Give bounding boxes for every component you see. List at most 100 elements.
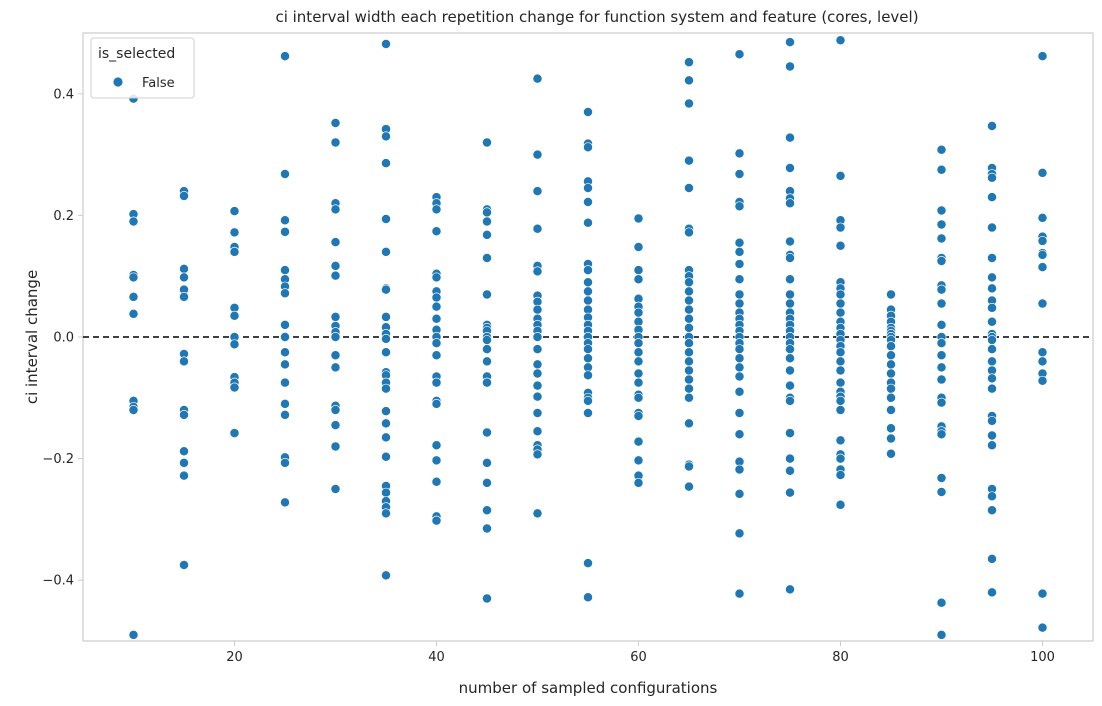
data-point (734, 298, 745, 309)
data-point (734, 353, 745, 364)
data-point (684, 313, 694, 324)
data-point (532, 391, 543, 402)
data-point (633, 213, 644, 224)
data-point (381, 158, 391, 169)
data-point (987, 383, 997, 394)
data-point (280, 409, 290, 420)
data-point (330, 420, 341, 431)
data-points (128, 35, 1048, 640)
data-point (532, 332, 543, 342)
data-point (987, 283, 997, 294)
data-point (1037, 262, 1048, 273)
data-point (633, 368, 644, 379)
data-point (785, 236, 795, 247)
data-point (684, 57, 694, 68)
data-point (381, 418, 391, 429)
data-point (532, 408, 543, 418)
data-point (987, 344, 997, 355)
data-point (532, 223, 543, 234)
data-point (482, 593, 492, 604)
data-point (936, 473, 947, 484)
data-point (431, 338, 442, 349)
data-point (886, 350, 896, 361)
data-point (936, 362, 947, 373)
data-point (583, 353, 593, 364)
data-point (835, 377, 846, 388)
data-point (280, 215, 290, 226)
data-point (179, 291, 189, 302)
data-point (987, 430, 997, 441)
data-point (684, 304, 694, 315)
data-point (431, 377, 442, 388)
data-point (431, 515, 442, 526)
data-point (785, 465, 795, 476)
data-point (583, 107, 593, 117)
data-point (633, 436, 644, 447)
data-point (179, 446, 189, 457)
data-point (835, 289, 846, 300)
data-point (684, 155, 694, 166)
y-axis: −0.4 −0.2 0.0 0.2 0.4 (42, 87, 83, 589)
data-point (532, 149, 543, 160)
data-point (280, 288, 290, 299)
data-point (734, 259, 745, 269)
legend-entry-false: False (142, 76, 175, 91)
data-point (583, 142, 593, 153)
data-point (583, 197, 593, 207)
data-point (633, 274, 644, 285)
data-point (1037, 356, 1048, 367)
data-point (886, 289, 896, 300)
data-point (583, 277, 593, 288)
data-point (936, 338, 947, 349)
data-point (835, 298, 846, 309)
data-point (633, 455, 644, 466)
data-point (229, 339, 240, 350)
data-point (179, 190, 189, 201)
data-point (229, 310, 240, 321)
data-point (987, 316, 997, 327)
data-point (785, 289, 795, 300)
data-point (987, 121, 997, 131)
data-point (179, 272, 189, 283)
data-point (835, 453, 846, 464)
data-point (633, 392, 644, 403)
data-point (835, 470, 846, 480)
data-point (684, 481, 694, 492)
data-point (987, 587, 997, 598)
x-axis: 20 40 60 80 100 (226, 641, 1055, 665)
data-point (482, 335, 492, 345)
data-point (734, 362, 745, 373)
data-point (936, 164, 947, 175)
data-point (179, 457, 189, 468)
legend: is_selected False (90, 37, 195, 99)
data-point (482, 523, 492, 534)
data-point (684, 227, 694, 238)
data-point (482, 505, 492, 516)
data-point (583, 592, 593, 603)
data-point (229, 428, 240, 439)
data-point (280, 398, 290, 409)
x-tick-label: 80 (832, 650, 849, 665)
data-point (987, 440, 997, 451)
data-point (431, 440, 442, 451)
data-point (886, 392, 896, 403)
data-point (684, 75, 694, 86)
data-point (128, 629, 139, 640)
data-point (330, 441, 341, 452)
data-point (835, 222, 846, 233)
y-tick-label: 0.2 (53, 209, 74, 224)
data-point (532, 304, 543, 315)
data-point (987, 505, 997, 516)
data-point (936, 219, 947, 230)
data-point (482, 477, 492, 488)
data-point (280, 265, 290, 276)
y-tick-label: −0.4 (42, 574, 74, 589)
data-point (734, 588, 745, 599)
data-point (482, 216, 492, 227)
data-point (835, 365, 846, 376)
data-point (886, 359, 896, 370)
data-point (381, 570, 391, 581)
data-point (583, 370, 593, 381)
data-point (785, 453, 795, 464)
